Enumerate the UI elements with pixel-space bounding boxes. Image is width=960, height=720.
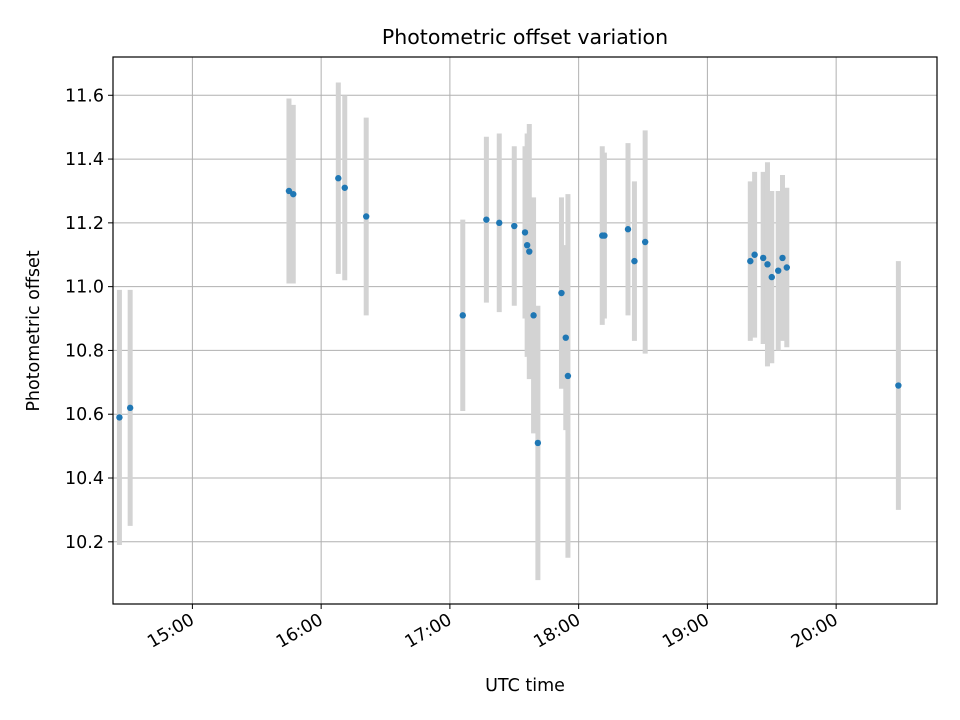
x-tick-label: 19:00 [659,610,713,653]
x-tick-label: 17:00 [402,610,456,653]
data-point [562,334,569,341]
y-tick-label: 10.8 [65,341,104,361]
data-point [747,257,754,265]
data-point [768,273,775,281]
data-point [335,175,342,182]
data-point [624,226,632,233]
chart-title: Photometric offset variation [382,25,668,49]
data-point [496,219,503,227]
data-point [564,372,572,380]
data-point [558,289,565,297]
y-tick-label: 10.2 [65,533,104,553]
data-point [783,264,790,271]
data-point [534,439,542,447]
data-points [116,175,902,447]
data-point [363,213,370,220]
y-axis-ticks: 10.2 10.4 10.6 10.8 11.0 11.2 11.4 11.6 [65,86,113,553]
data-point [601,232,608,239]
x-tick-label: 16:00 [273,610,327,653]
data-point [483,216,490,223]
data-point [895,382,902,389]
y-tick-label: 11.2 [65,214,104,234]
y-axis-label: Photometric offset [24,250,44,411]
data-point [341,184,348,191]
y-tick-label: 11.4 [65,150,104,170]
data-point [631,257,638,265]
data-point [126,404,134,412]
data-point [530,312,537,319]
error-bars [116,82,901,581]
x-tick-label: 20:00 [788,610,842,653]
data-point [759,254,767,262]
data-point [764,261,771,268]
data-point [779,254,786,262]
data-point [511,222,518,230]
x-tick-label: 18:00 [530,610,584,653]
x-tick-label: 15:00 [144,610,198,653]
x-axis-ticks: 15:00 16:00 17:00 18:00 19:00 20:00 [144,604,842,653]
data-point [751,251,758,258]
data-point [775,267,782,274]
data-point [116,414,123,421]
y-tick-label: 10.4 [65,469,104,489]
data-point [526,248,533,255]
plot-frame [112,56,938,605]
y-tick-label: 11.0 [65,278,104,298]
data-point [521,229,529,236]
data-point [641,238,649,246]
data-point [459,312,466,319]
y-tick-label: 10.6 [65,405,104,425]
x-axis-label: UTC time [485,676,565,696]
y-tick-label: 11.6 [65,86,104,106]
data-point [290,190,297,198]
data-point [523,241,531,249]
